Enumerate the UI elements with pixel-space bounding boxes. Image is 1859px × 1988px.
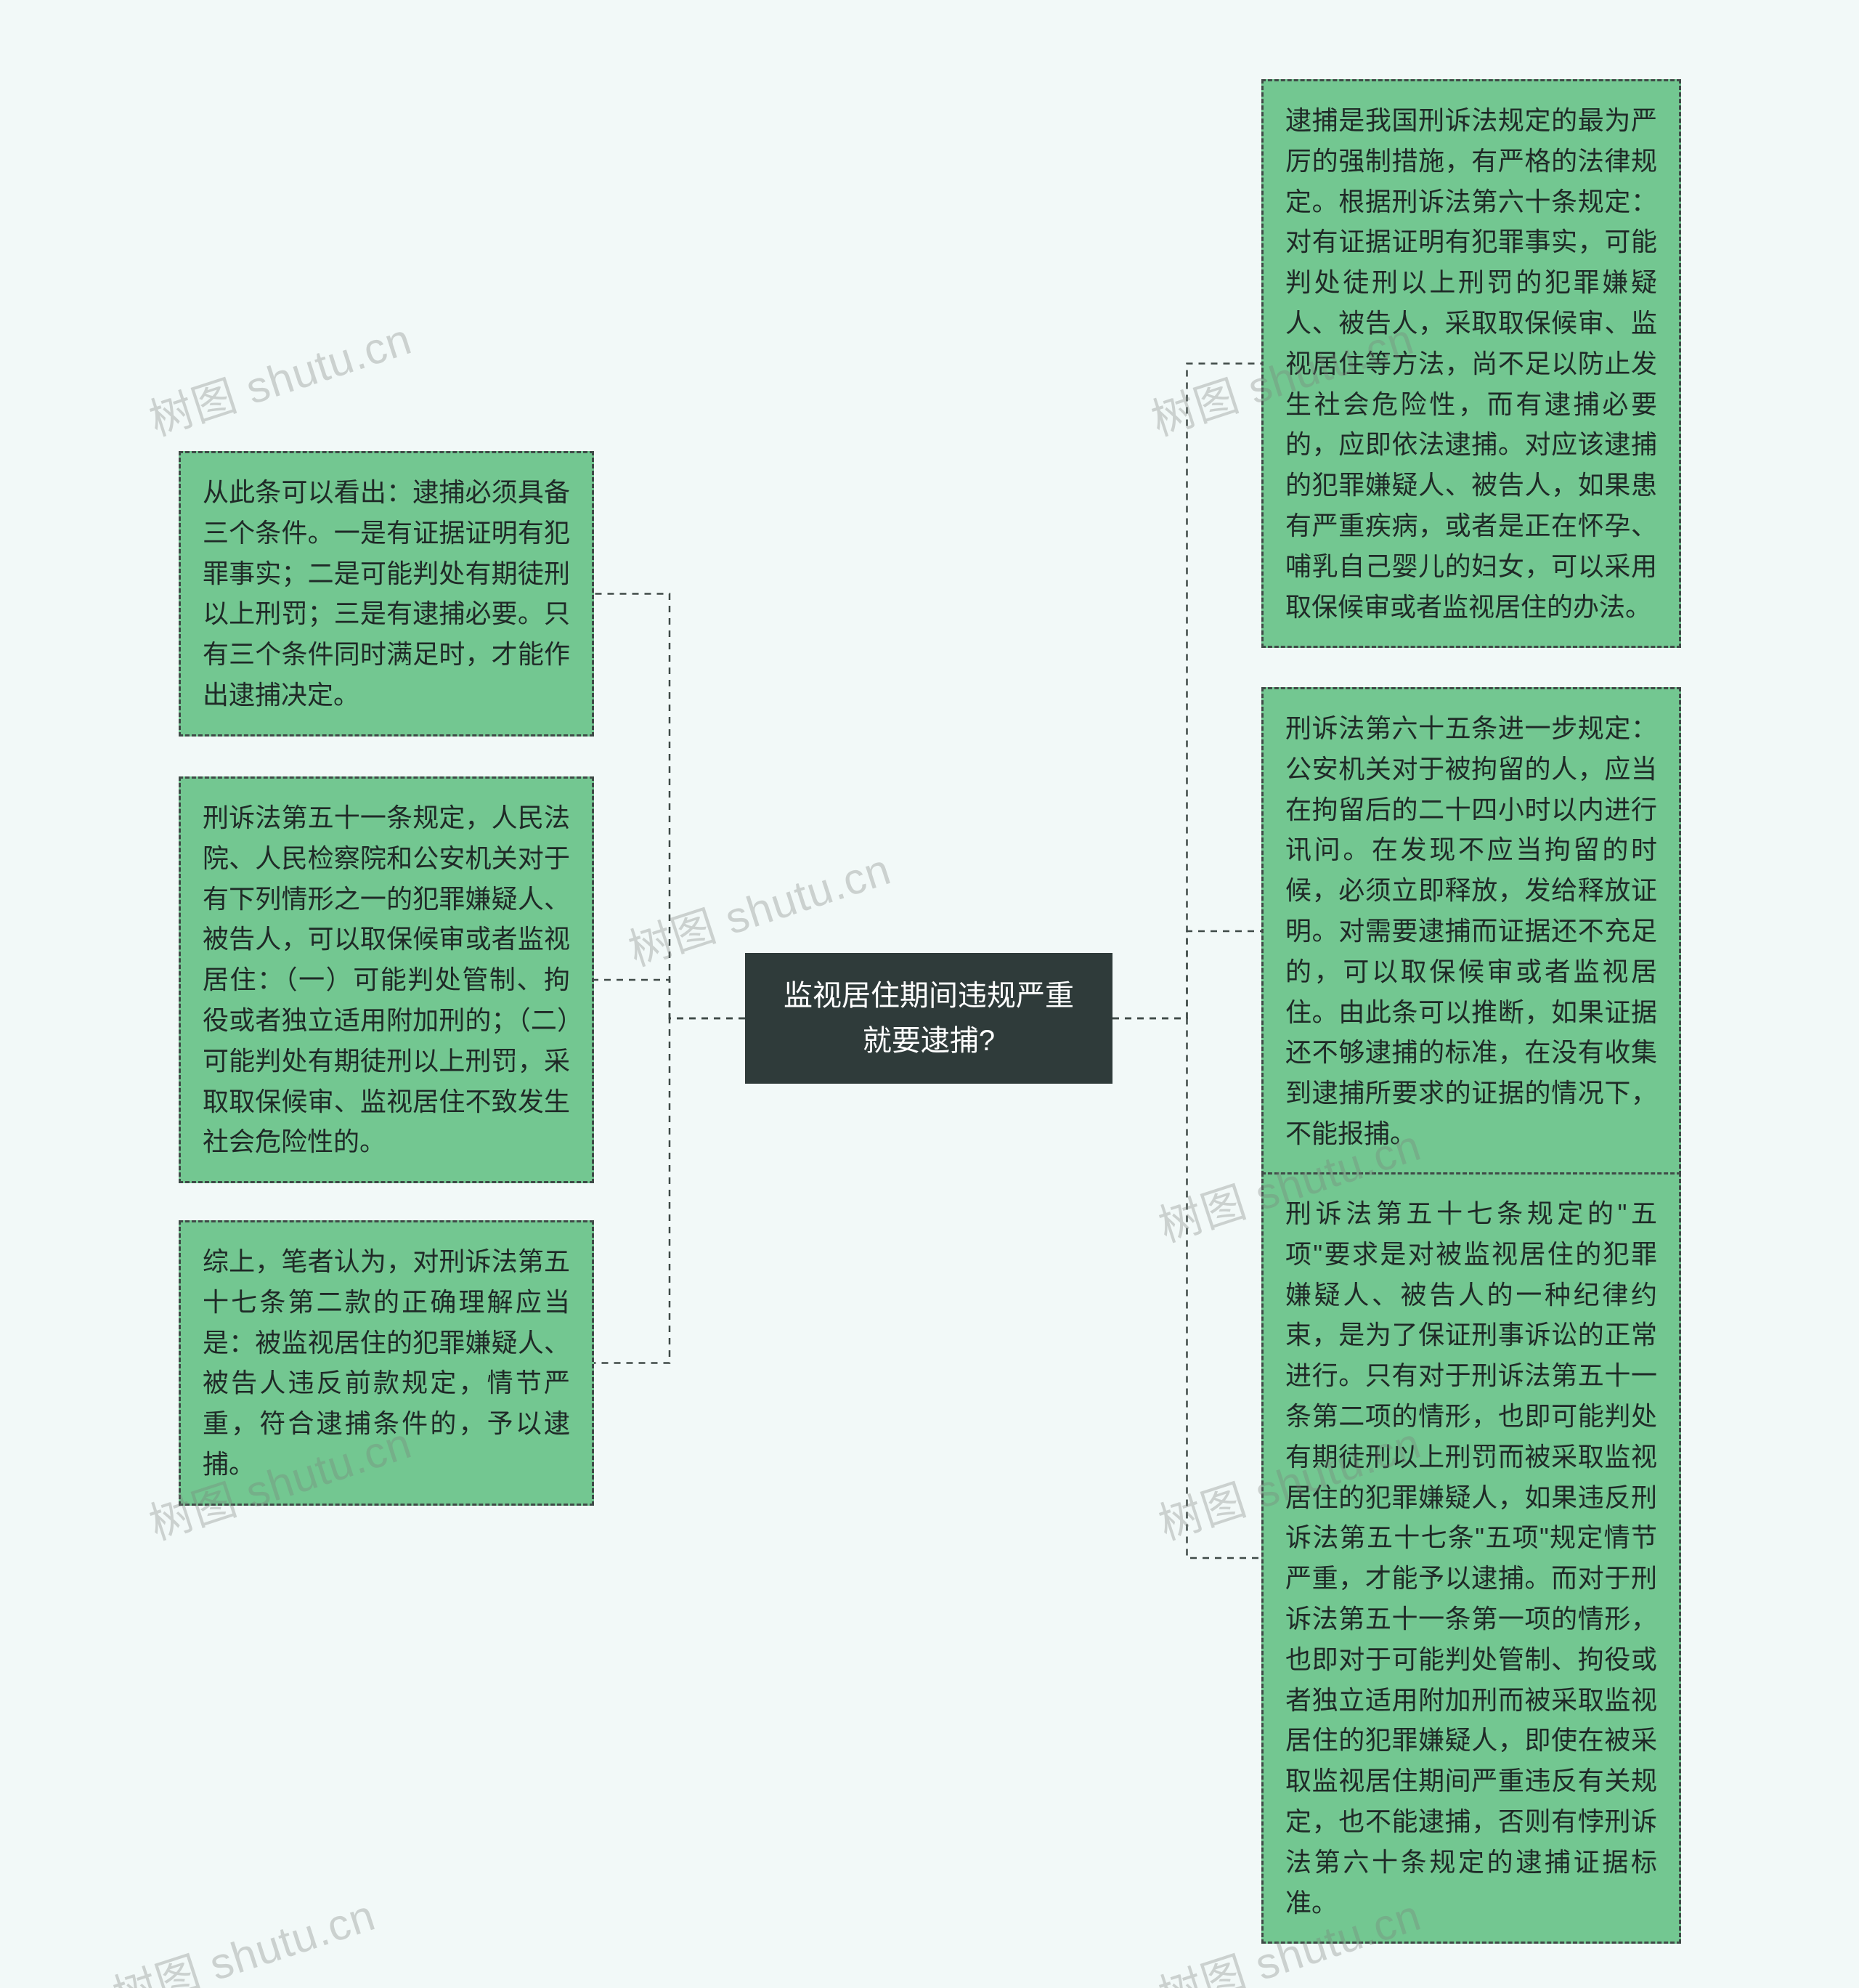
leaf-node-text: 综上，笔者认为，对刑诉法第五十七条第二款的正确理解应当是：被监视居住的犯罪嫌疑人… [203, 1246, 570, 1479]
leaf-node-l3: 综上，笔者认为，对刑诉法第五十七条第二款的正确理解应当是：被监视居住的犯罪嫌疑人… [179, 1220, 594, 1506]
center-node: 监视居住期间违规严重就要逮捕? [745, 953, 1112, 1084]
leaf-node-r1: 逮捕是我国刑诉法规定的最为严厉的强制措施，有严格的法律规定。根据刑诉法第六十条规… [1261, 79, 1681, 648]
leaf-node-text: 刑诉法第六十五条进一步规定：公安机关对于被拘留的人，应当在拘留后的二十四小时以内… [1285, 713, 1657, 1148]
watermark: 树图 shutu.cn [140, 304, 418, 448]
connector-r2 [1112, 931, 1261, 1018]
connector-l3 [594, 1018, 745, 1363]
center-node-text: 监视居住期间违规严重就要逮捕? [784, 980, 1074, 1057]
connector-r1 [1112, 364, 1261, 1019]
leaf-node-text: 逮捕是我国刑诉法规定的最为严厉的强制措施，有严格的法律规定。根据刑诉法第六十条规… [1285, 105, 1657, 622]
connector-l1 [594, 594, 745, 1019]
watermark: 树图 shutu.cn [104, 1881, 382, 1988]
leaf-node-l1: 从此条可以看出：逮捕必须具备三个条件。一是有证据证明有犯罪事实；二是可能判处有期… [179, 451, 594, 737]
leaf-node-text: 刑诉法第五十七条规定的"五项"要求是对被监视居住的犯罪嫌疑人、被告人的一种纪律约… [1285, 1198, 1657, 1918]
leaf-node-l2: 刑诉法第五十一条规定，人民法院、人民检察院和公安机关对于有下列情形之一的犯罪嫌疑… [179, 776, 594, 1183]
mindmap-canvas: 监视居住期间违规严重就要逮捕? 从此条可以看出：逮捕必须具备三个条件。一是有证据… [0, 0, 1859, 1988]
connector-l2 [594, 980, 745, 1018]
leaf-node-text: 刑诉法第五十一条规定，人民法院、人民检察院和公安机关对于有下列情形之一的犯罪嫌疑… [203, 803, 570, 1156]
connector-r3 [1112, 1018, 1261, 1558]
leaf-node-r3: 刑诉法第五十七条规定的"五项"要求是对被监视居住的犯罪嫌疑人、被告人的一种纪律约… [1261, 1172, 1681, 1944]
leaf-node-text: 从此条可以看出：逮捕必须具备三个条件。一是有证据证明有犯罪事实；二是可能判处有期… [203, 477, 570, 710]
leaf-node-r2: 刑诉法第六十五条进一步规定：公安机关对于被拘留的人，应当在拘留后的二十四小时以内… [1261, 687, 1681, 1175]
